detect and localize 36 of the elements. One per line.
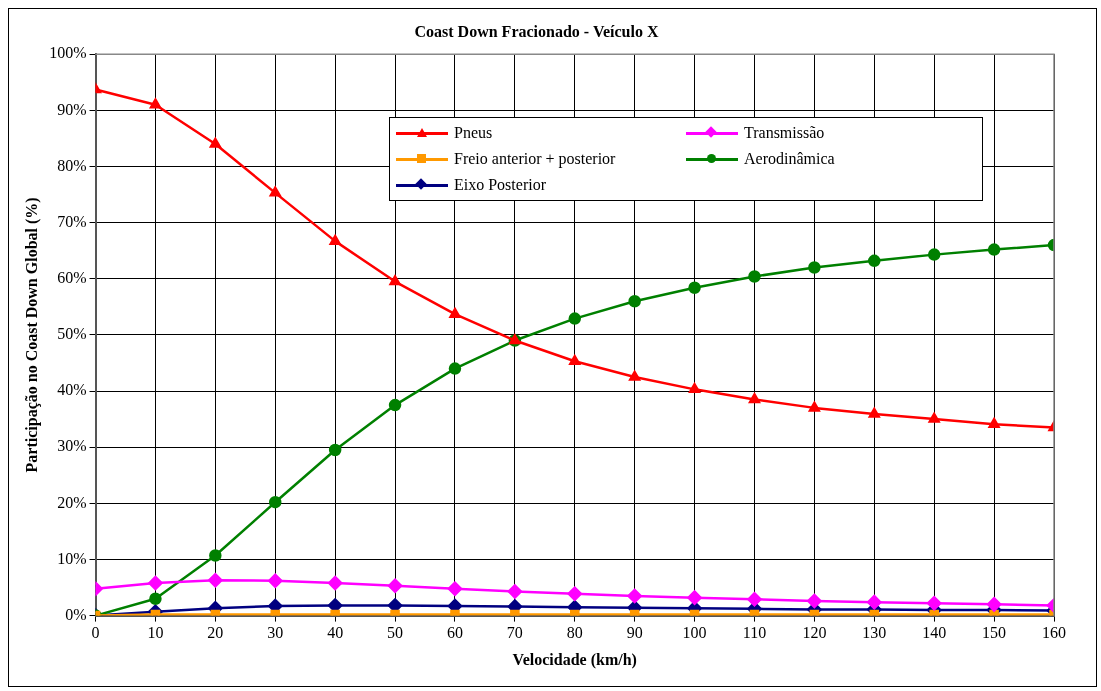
x-tick-label: 50 [387,624,404,642]
x-tick-label: 150 [982,624,1007,642]
y-tick-label: 20% [57,493,87,511]
legend-label: Eixo Posterior [454,176,546,194]
legend-label: Freio anterior + posterior [454,150,616,168]
y-axis-title: Participação no Coast Down Global (%) [22,197,41,473]
legend-label: Transmissão [744,124,825,142]
x-tick-label: 80 [566,624,583,642]
y-tick-label: 90% [57,100,87,118]
x-tick-label: 110 [742,624,767,642]
chart-title: Coast Down Fracionado - Veículo X [414,22,659,40]
x-tick-label: 160 [1042,624,1066,642]
x-tick-label: 90 [626,624,643,642]
x-tick-label: 70 [506,624,523,642]
y-tick-label: 40% [57,381,87,399]
x-tick-label: 20 [207,624,224,642]
y-tick-label: 100% [49,44,87,62]
y-tick-label: 50% [57,325,87,343]
legend-label: Pneus [454,124,493,142]
x-tick-label: 10 [147,624,164,642]
x-tick-label: 120 [802,624,827,642]
x-tick-label: 30 [267,624,284,642]
x-tick-label: 130 [862,624,887,642]
y-tick-label: 80% [57,156,87,174]
x-axis-title: Velocidade (km/h) [512,650,637,669]
y-tick-label: 30% [57,437,87,455]
x-tick-label: 40 [327,624,344,642]
x-tick-label: 60 [446,624,463,642]
y-tick-label: 0% [65,605,87,623]
y-tick-label: 60% [57,268,87,286]
x-tick-label: 140 [922,624,947,642]
legend-label: Aerodinâmica [744,150,835,168]
y-tick-label: 70% [57,212,87,230]
x-tick-label: 0 [91,624,100,642]
y-tick-label: 10% [57,549,87,567]
x-tick-label: 100 [682,624,707,642]
